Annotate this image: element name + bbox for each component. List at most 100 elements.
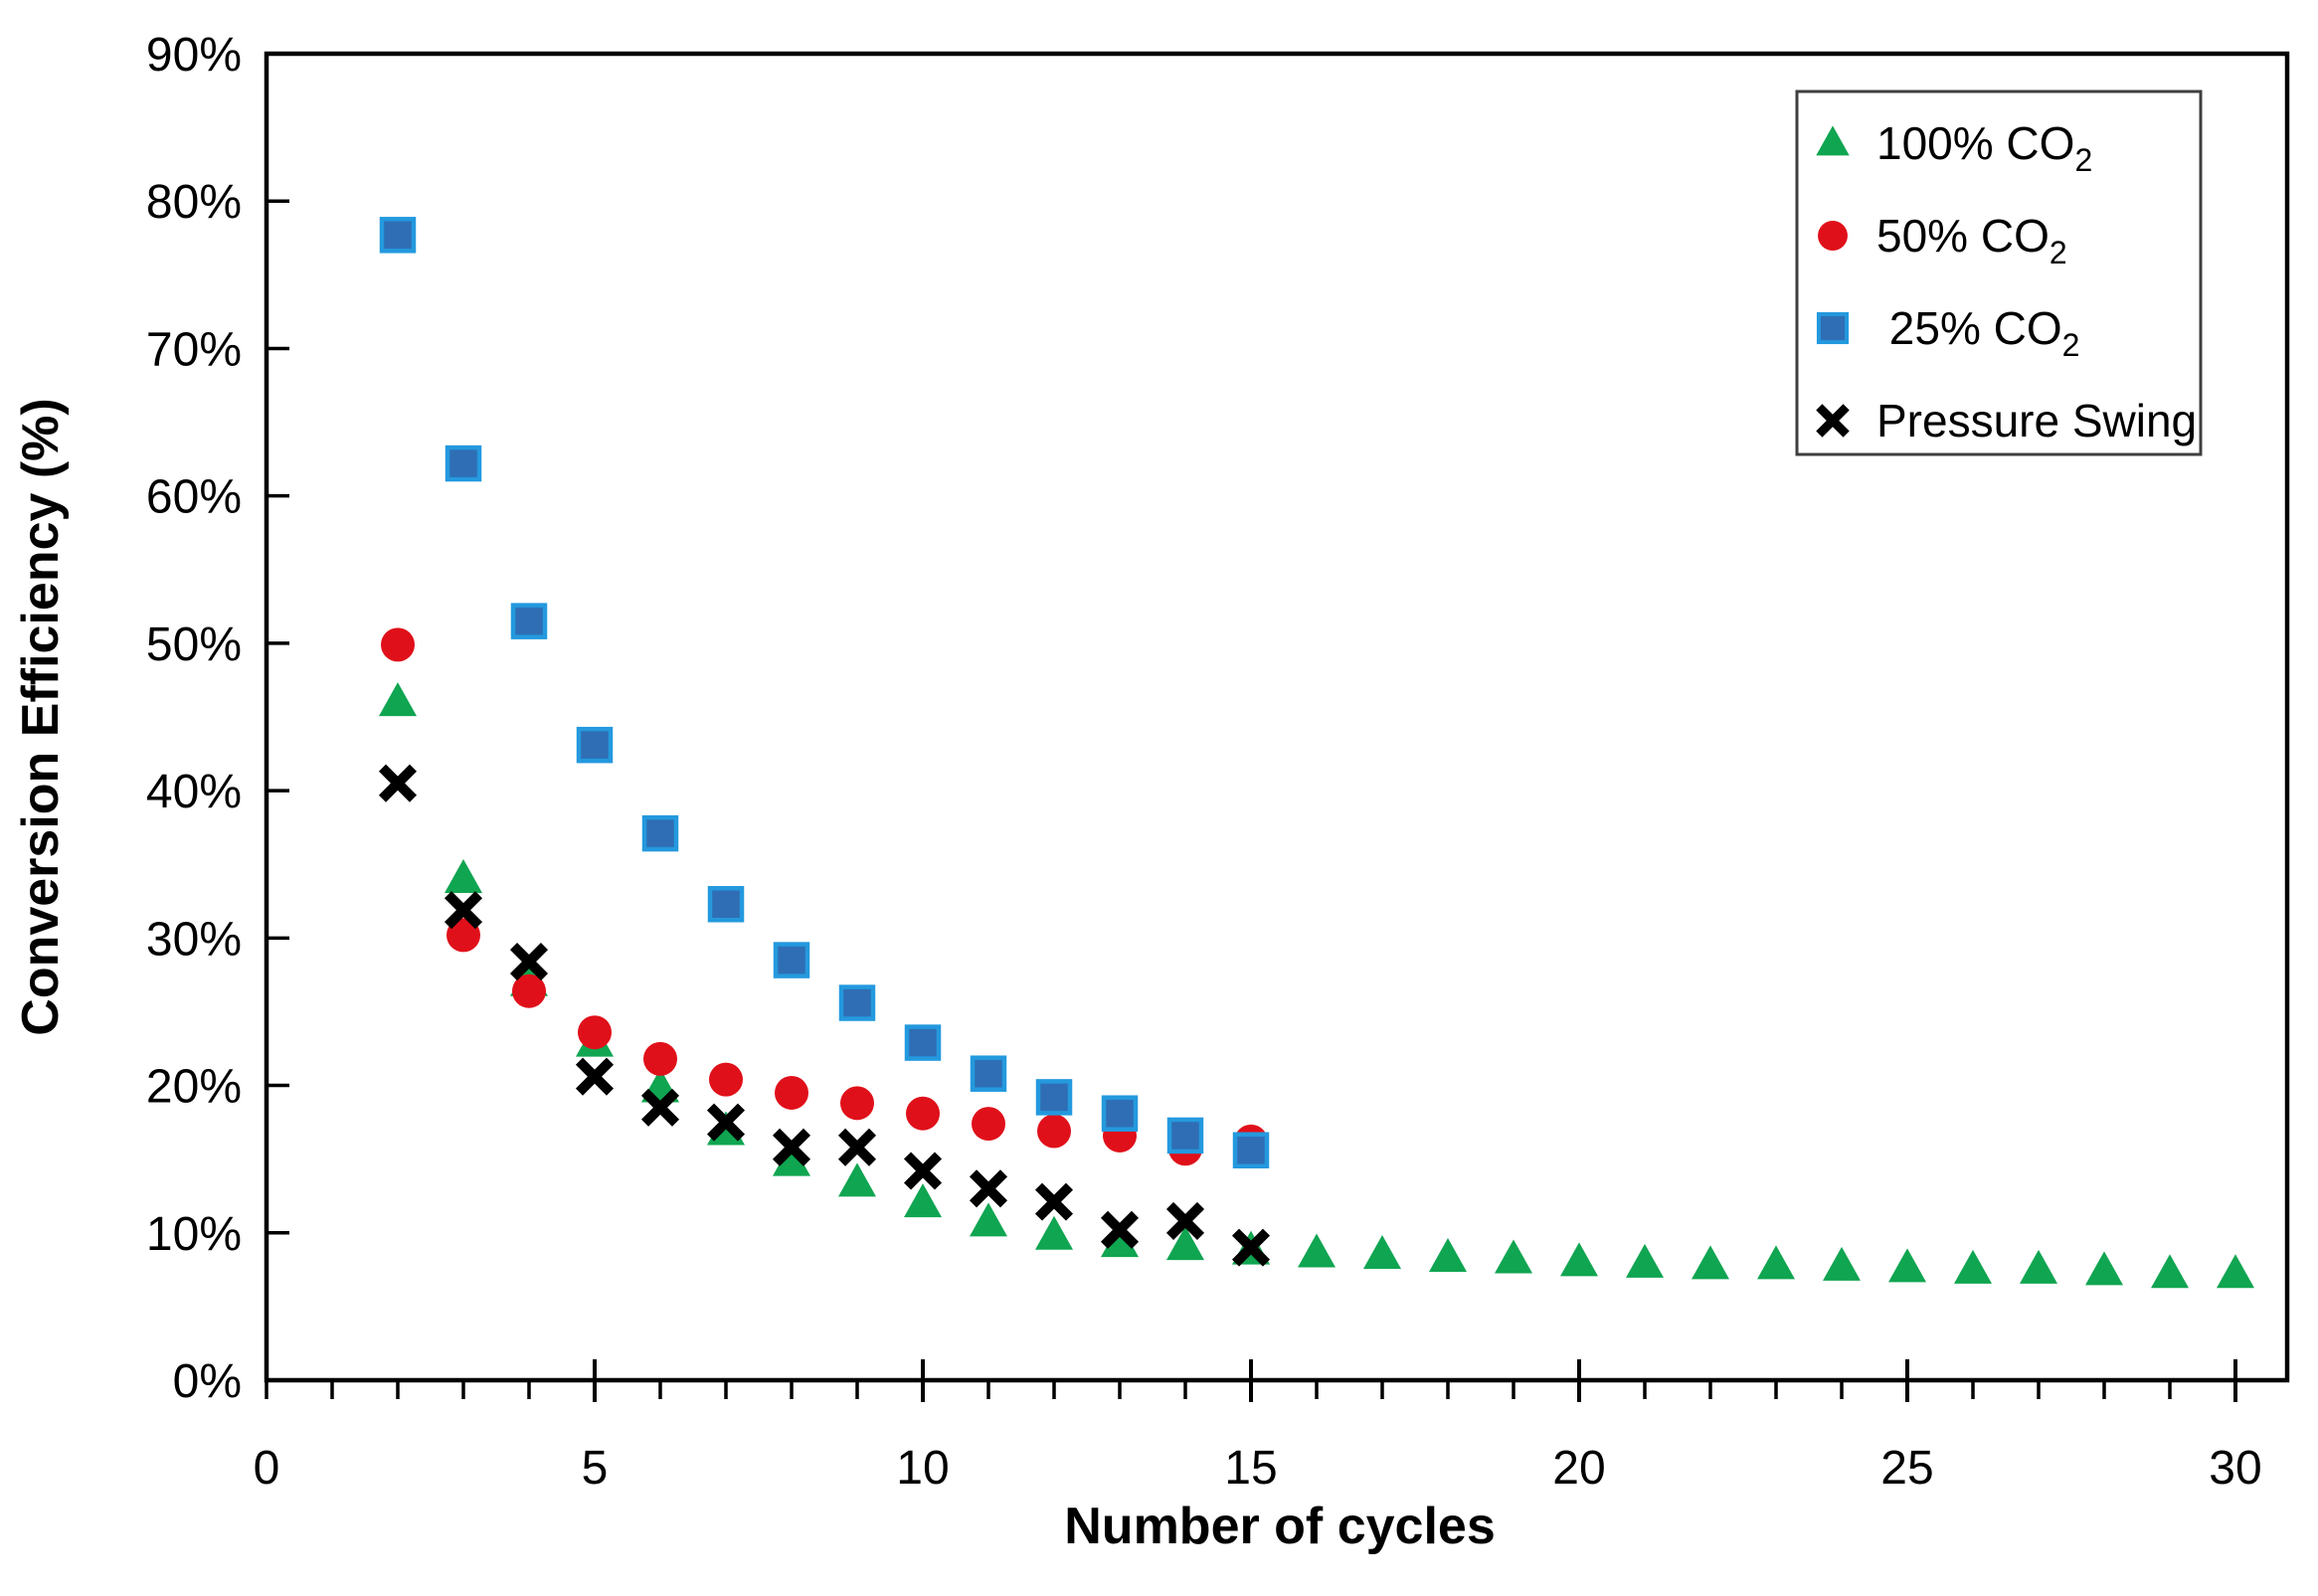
marker-pressure-swing bbox=[1100, 1210, 1140, 1249]
marker-pressure-swing bbox=[444, 891, 483, 930]
marker-100-co2 bbox=[2151, 1254, 2189, 1289]
legend-marker-25-co2 bbox=[1816, 311, 1850, 345]
marker-25-co2 bbox=[773, 942, 810, 978]
series-pressure-swing bbox=[378, 764, 1271, 1267]
marker-50-co2 bbox=[381, 627, 415, 662]
marker-pressure-swing bbox=[640, 1088, 680, 1127]
series-50-co2 bbox=[381, 627, 1268, 1166]
marker-pressure-swing bbox=[837, 1128, 877, 1166]
legend: 100% CO2 50% CO2 25% CO2 Pressure Swing bbox=[1795, 89, 2203, 456]
legend-item-50-co2: 50% CO2 bbox=[1818, 210, 2067, 270]
marker-100-co2 bbox=[1626, 1243, 1664, 1278]
marker-100-co2 bbox=[1888, 1248, 1926, 1283]
x-axis-title: Number of cycles bbox=[1064, 1498, 1496, 1555]
marker-25-co2 bbox=[838, 984, 876, 1021]
legend-box bbox=[1795, 89, 2203, 456]
legend-marker-50-co2 bbox=[1818, 221, 1848, 251]
y-tick-label: 20% bbox=[146, 1061, 242, 1114]
marker-100-co2 bbox=[379, 682, 417, 717]
marker-25-co2 bbox=[576, 726, 614, 764]
marker-50-co2 bbox=[643, 1041, 677, 1076]
marker-25-co2 bbox=[445, 444, 482, 482]
axis-tick-labels: 0% 10% 20% 30% 40% 50% 60% 70% 80% 90% 0 5 10 15 20 25 3… bbox=[146, 29, 2262, 1495]
marker-100-co2 bbox=[773, 1142, 810, 1176]
legend-label-25-co2: 25% CO2 bbox=[1876, 302, 2079, 363]
marker-25-co2 bbox=[1232, 1132, 1270, 1169]
marker-100-co2 bbox=[1692, 1245, 1729, 1280]
marker-pressure-swing bbox=[1231, 1228, 1271, 1267]
marker-50-co2 bbox=[578, 1015, 612, 1050]
marker-25-co2 bbox=[707, 885, 745, 923]
marker-100-co2 bbox=[1954, 1249, 1992, 1284]
marker-25-co2 bbox=[1035, 1079, 1073, 1116]
marker-25-co2 bbox=[1101, 1095, 1139, 1132]
series-25-co2 bbox=[379, 217, 1270, 1169]
legend-marker-pressure-swing bbox=[1816, 404, 1850, 438]
y-tick-label: 0% bbox=[173, 1355, 242, 1408]
legend-item-25-co2: 25% CO2 bbox=[1816, 302, 2079, 363]
marker-100-co2 bbox=[2085, 1251, 2123, 1286]
marker-25-co2 bbox=[1166, 1117, 1204, 1154]
y-tick-label: 50% bbox=[146, 619, 242, 671]
marker-100-co2 bbox=[970, 1202, 1007, 1237]
legend-label-50-co2: 50% CO2 bbox=[1876, 210, 2067, 270]
plot-area-border bbox=[264, 51, 2290, 1383]
marker-25-co2 bbox=[510, 603, 548, 639]
x-tick-label: 30 bbox=[2209, 1442, 2261, 1495]
series-100-co2 bbox=[379, 682, 2254, 1289]
marker-100-co2 bbox=[1560, 1242, 1598, 1277]
marker-pressure-swing bbox=[509, 943, 549, 981]
marker-100-co2 bbox=[2020, 1249, 2057, 1284]
marker-100-co2 bbox=[1429, 1237, 1467, 1272]
marker-pressure-swing bbox=[575, 1057, 615, 1096]
x-tick-label: 5 bbox=[582, 1442, 609, 1495]
legend-label-100-co2: 100% CO2 bbox=[1876, 117, 2092, 178]
marker-pressure-swing bbox=[969, 1169, 1008, 1208]
marker-100-co2 bbox=[1298, 1233, 1336, 1268]
legend-marker-100-co2 bbox=[1816, 125, 1850, 156]
marker-pressure-swing bbox=[1165, 1201, 1205, 1240]
marker-pressure-swing bbox=[903, 1152, 943, 1190]
marker-50-co2 bbox=[840, 1086, 874, 1121]
legend-label-pressure-swing: Pressure Swing bbox=[1876, 395, 2197, 446]
marker-50-co2 bbox=[1037, 1114, 1071, 1149]
marker-pressure-swing bbox=[772, 1128, 811, 1166]
marker-100-co2 bbox=[1823, 1246, 1861, 1281]
marker-100-co2 bbox=[904, 1183, 942, 1218]
y-axis-title: Conversion Efficiency (%) bbox=[12, 398, 70, 1035]
legend-item-100-co2: 100% CO2 bbox=[1816, 117, 2092, 178]
marker-25-co2 bbox=[970, 1055, 1007, 1092]
y-tick-label: 30% bbox=[146, 913, 242, 966]
marker-25-co2 bbox=[379, 217, 417, 254]
y-tick-label: 60% bbox=[146, 471, 242, 524]
x-tick-label: 0 bbox=[254, 1442, 280, 1495]
marker-pressure-swing bbox=[706, 1103, 746, 1142]
x-tick-label: 20 bbox=[1552, 1442, 1605, 1495]
marker-50-co2 bbox=[775, 1075, 808, 1110]
data-points bbox=[378, 217, 2254, 1289]
marker-100-co2 bbox=[838, 1162, 876, 1197]
marker-50-co2 bbox=[709, 1062, 743, 1097]
y-tick-label: 40% bbox=[146, 766, 242, 818]
y-tick-label: 10% bbox=[146, 1208, 242, 1261]
marker-100-co2 bbox=[1363, 1235, 1401, 1270]
marker-100-co2 bbox=[1035, 1215, 1073, 1250]
x-tick-label: 15 bbox=[1224, 1442, 1277, 1495]
marker-100-co2 bbox=[1757, 1245, 1795, 1280]
marker-100-co2 bbox=[2217, 1254, 2254, 1289]
marker-50-co2 bbox=[972, 1107, 1005, 1142]
marker-50-co2 bbox=[446, 918, 480, 953]
marker-25-co2 bbox=[641, 814, 679, 852]
marker-100-co2 bbox=[1101, 1223, 1139, 1258]
marker-25-co2 bbox=[904, 1024, 942, 1061]
x-tick-label: 25 bbox=[1880, 1442, 1933, 1495]
marker-50-co2 bbox=[512, 974, 546, 1008]
marker-100-co2 bbox=[445, 859, 482, 894]
x-tick-label: 10 bbox=[896, 1442, 949, 1495]
y-tick-label: 80% bbox=[146, 176, 242, 229]
marker-pressure-swing bbox=[378, 764, 418, 802]
marker-50-co2 bbox=[906, 1096, 940, 1131]
marker-100-co2 bbox=[1166, 1226, 1204, 1261]
y-tick-label: 70% bbox=[146, 323, 242, 376]
